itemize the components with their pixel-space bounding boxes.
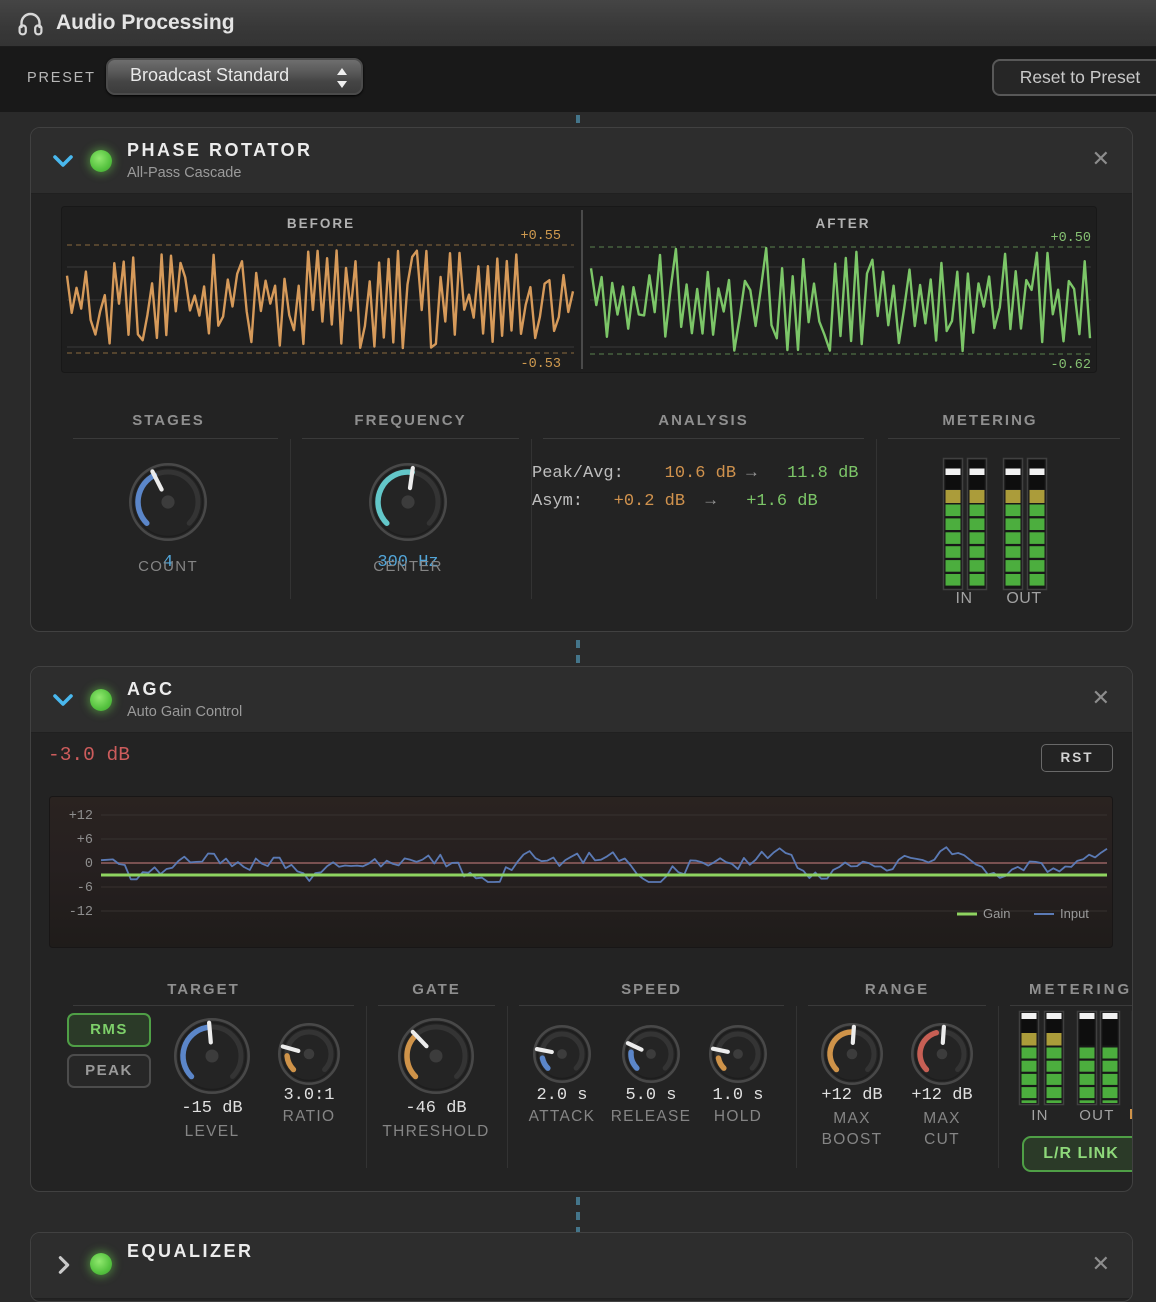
svg-text:-12: -12 — [69, 905, 93, 920]
svg-text:-0.62: -0.62 — [1050, 358, 1091, 373]
svg-text:-0.53: -0.53 — [520, 357, 561, 372]
svg-text:+6: +6 — [77, 833, 93, 848]
svg-text:+0.50: +0.50 — [1050, 231, 1091, 246]
svg-text:AFTER: AFTER — [816, 216, 871, 231]
svg-text:-6: -6 — [77, 881, 93, 896]
svg-text:Gain: Gain — [983, 906, 1010, 921]
svg-text:+0.55: +0.55 — [520, 229, 561, 244]
svg-text:BEFORE: BEFORE — [287, 216, 355, 231]
svg-text:Input: Input — [1060, 906, 1089, 921]
svg-text:0: 0 — [85, 857, 93, 872]
svg-text:+12: +12 — [69, 809, 93, 824]
